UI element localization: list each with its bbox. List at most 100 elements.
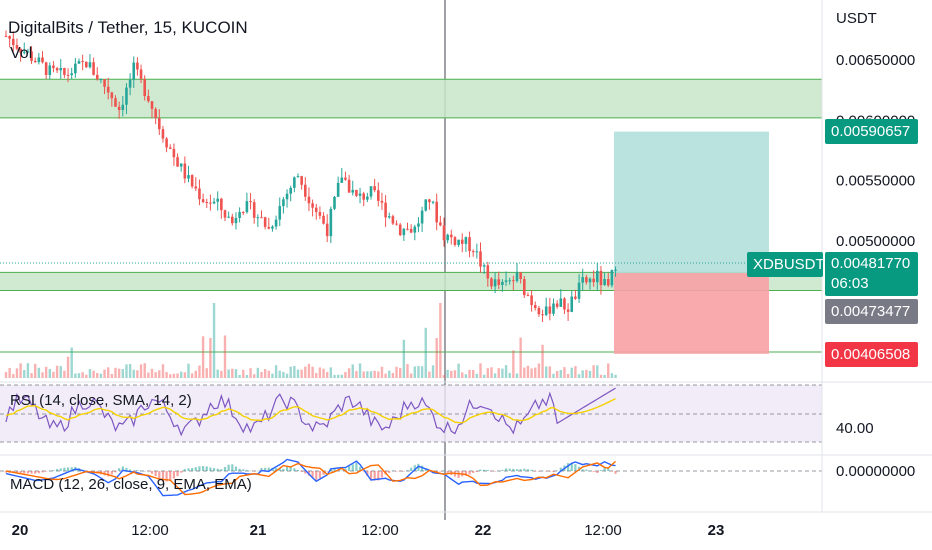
candle-body — [92, 62, 95, 75]
macd-histogram-bar — [592, 471, 595, 472]
candle-body — [504, 280, 508, 282]
macd-histogram-bar — [216, 468, 219, 471]
volume-bar — [355, 371, 358, 378]
macd-histogram-bar — [63, 467, 66, 471]
macd-histogram-bar — [402, 471, 405, 472]
macd-histogram-bar — [537, 471, 540, 472]
macd-histogram-bar — [311, 471, 314, 478]
candle-body — [606, 279, 610, 286]
candle-body — [377, 190, 380, 201]
candle-body — [88, 62, 92, 68]
macd-histogram-bar — [183, 469, 186, 471]
macd-histogram-bar — [282, 468, 285, 471]
rsi-ma-line — [5, 398, 616, 424]
volume-bar — [154, 372, 157, 378]
rsi-label: RSI (14, close, SMA, 14, 2) — [10, 392, 192, 409]
entry-price-tag: 0.00473477 — [825, 299, 918, 324]
volume-bar — [468, 369, 471, 378]
candle-body — [420, 210, 424, 224]
candle-body — [512, 280, 515, 282]
volume-bar — [388, 370, 391, 378]
candle-body — [300, 176, 303, 185]
macd-histogram-bar — [4, 471, 8, 473]
candle-body — [289, 187, 292, 194]
candle-body — [322, 215, 325, 224]
volume-bar — [187, 363, 190, 378]
volume-bar — [267, 370, 270, 378]
volume-bar — [420, 366, 424, 378]
macd-histogram-bar — [410, 467, 413, 471]
candle-body — [15, 45, 19, 49]
macd-histogram-bar — [534, 471, 537, 472]
volume-bar — [315, 372, 318, 378]
macd-histogram-bar — [253, 471, 256, 472]
macd-histogram-bar — [541, 470, 544, 472]
macd-histogram-bar — [154, 471, 157, 477]
candle-body — [344, 177, 347, 180]
volume-bar — [260, 372, 263, 378]
volume-bar — [493, 373, 497, 378]
macd-histogram-bar — [165, 471, 168, 482]
candle-body — [369, 186, 373, 197]
volume-bar — [380, 366, 384, 378]
candle-body — [41, 57, 44, 63]
volume-bar — [566, 373, 570, 378]
volume-bar — [446, 369, 449, 378]
volume-bar — [15, 368, 19, 378]
volume-bar — [242, 369, 245, 378]
candle-body — [493, 279, 497, 287]
candle-body — [99, 79, 103, 81]
volume-bar — [442, 374, 446, 378]
macd-histogram-bar — [388, 471, 391, 473]
candle-body — [574, 296, 577, 299]
candle-body — [223, 210, 227, 218]
candle-body — [22, 51, 26, 53]
currency-label: USDT — [836, 10, 877, 27]
macd-histogram-bar — [172, 471, 175, 479]
volume-bar — [70, 347, 73, 378]
volume-bar — [4, 372, 8, 378]
volume-bar — [482, 374, 486, 378]
candle-body — [596, 270, 599, 283]
volume-bar — [85, 374, 88, 378]
macd-label: MACD (12, 26, close, 9, EMA, EMA) — [10, 476, 252, 493]
candle-body — [194, 186, 198, 189]
candle-body — [318, 212, 322, 216]
volume-bar — [198, 365, 201, 378]
candle-body — [563, 298, 566, 310]
macd-histogram-bar — [508, 468, 511, 471]
volume-bar — [59, 366, 62, 378]
candle-body — [267, 226, 271, 229]
candle-body — [114, 98, 117, 107]
volume-bar — [19, 363, 22, 378]
volume-bar — [114, 367, 117, 378]
macd-histogram-bar — [424, 468, 427, 471]
resistance-zone — [0, 79, 822, 118]
macd-histogram-bar — [439, 471, 442, 472]
macd-histogram-bar — [552, 471, 555, 472]
volume-bar — [519, 337, 522, 378]
candle-body — [439, 222, 442, 226]
macd-histogram-bar — [515, 469, 519, 471]
candle-body — [139, 69, 143, 79]
volume-bar — [504, 365, 508, 378]
candle-body — [387, 216, 391, 218]
candle-body — [307, 196, 311, 204]
volume-bar — [88, 369, 92, 378]
candle-body — [409, 228, 413, 233]
x-tick-label: 20 — [12, 522, 29, 539]
macd-histogram-bar — [406, 470, 409, 471]
volume-bar — [526, 365, 530, 378]
volume-bar — [147, 372, 150, 378]
macd-histogram-bar — [526, 469, 530, 471]
chart-title: DigitalBits / Tether, 15, KUCOIN — [8, 18, 248, 37]
volume-bar — [399, 367, 402, 378]
macd-histogram-bar — [205, 466, 208, 471]
candle-body — [37, 57, 41, 63]
x-tick-label: 12:00 — [361, 522, 399, 539]
last-price-tag: 0.00481770 06:03 — [825, 252, 918, 296]
macd-histogram-bar — [143, 470, 146, 472]
volume-bar — [169, 374, 172, 378]
